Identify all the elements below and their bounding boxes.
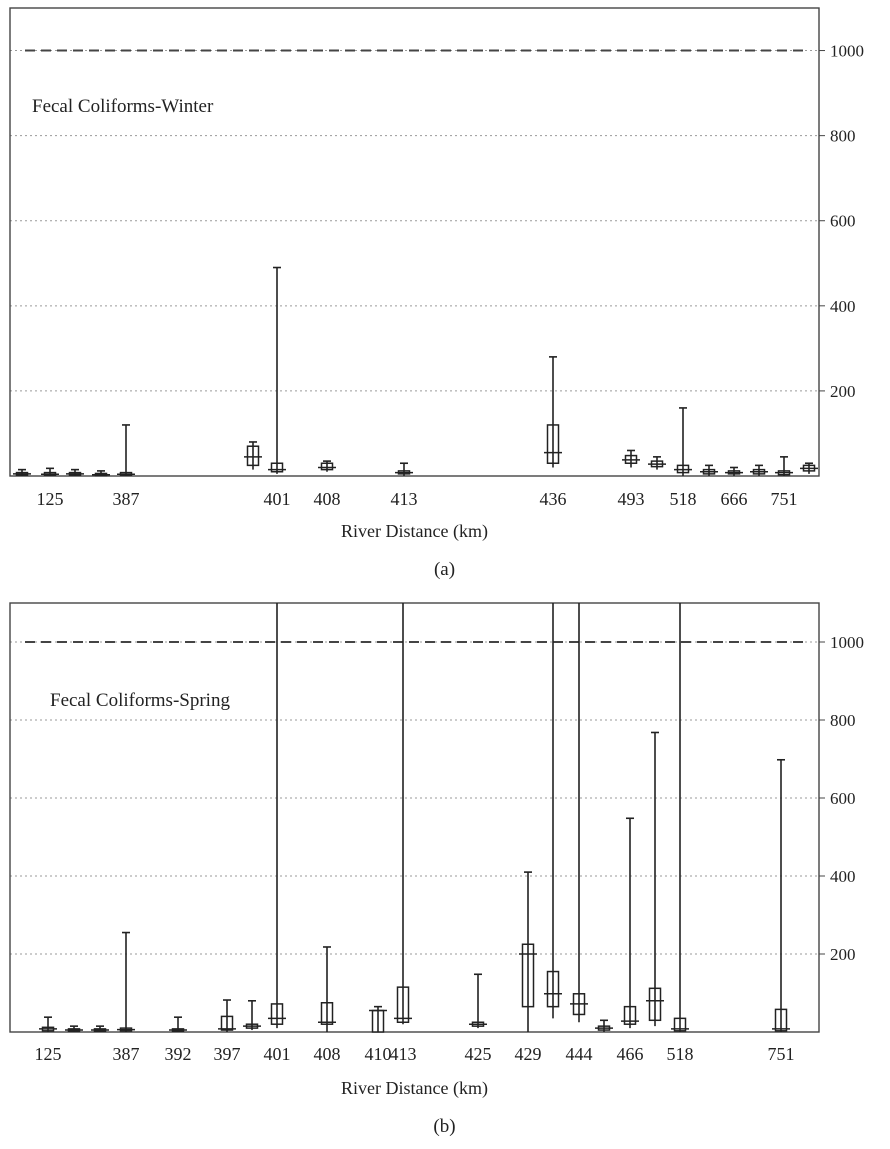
x-tick-label: 751: [768, 1044, 795, 1064]
x-tick-label: 751: [771, 489, 798, 509]
y-tick-label: 600: [830, 212, 856, 231]
box-plot: [91, 1025, 109, 1032]
box-plot: [725, 466, 743, 476]
box-plot: [750, 464, 768, 476]
box-plot: [92, 470, 110, 477]
box-plot: [700, 464, 718, 476]
box-plot: [117, 931, 135, 1032]
x-tick-label: 666: [721, 489, 748, 509]
x-tick-label: 387: [113, 489, 140, 509]
y-tick-label: 600: [830, 789, 856, 808]
x-tick-label: 125: [37, 489, 64, 509]
x-tick-label: 397: [214, 1044, 241, 1064]
box-plot: [469, 973, 487, 1029]
box-plot: [595, 1019, 613, 1032]
y-tick-label: 400: [830, 867, 856, 886]
x-tick-label: 518: [667, 1044, 694, 1064]
box-plot: [65, 1025, 83, 1032]
box-plot: [117, 424, 135, 476]
y-tick-label: 200: [830, 382, 856, 401]
box-plot: [218, 999, 236, 1032]
box-plot: [39, 1016, 57, 1032]
plot-area: [9, 7, 820, 477]
x-tick-label: 410: [365, 1044, 392, 1064]
box-plot: [621, 817, 639, 1029]
x-tick-label: 444: [566, 1044, 593, 1064]
y-tick-label: 400: [830, 297, 856, 316]
box-plot: [394, 603, 412, 1025]
box-plot: [243, 999, 261, 1031]
panel-a: 200 400 600 800 1000 125 387 401 408 413 436 493 518…: [9, 7, 864, 580]
box-plot: [318, 946, 336, 1032]
x-tick-label: 466: [617, 1044, 644, 1064]
box-plot: [646, 731, 664, 1027]
box-plot: [169, 1016, 187, 1032]
panel-label: (a): [434, 559, 455, 580]
x-tick-label: 413: [391, 489, 418, 509]
box-plot: [13, 468, 31, 476]
x-tick-label: 401: [264, 489, 291, 509]
panel-label: (b): [433, 1116, 455, 1137]
box-plot: [674, 407, 692, 476]
box-plot: [268, 266, 286, 474]
box-plot: [648, 456, 666, 470]
x-tick-label: 429: [515, 1044, 542, 1064]
box-plot: [318, 460, 336, 472]
x-tick-label: 125: [35, 1044, 62, 1064]
box-plot: [41, 467, 59, 476]
x-axis-label: River Distance (km): [341, 521, 488, 542]
y-tick-label: 800: [830, 711, 856, 730]
y-tick-label: 1000: [830, 633, 864, 652]
x-axis-label: River Distance (km): [341, 1078, 488, 1099]
box-plot: [772, 758, 790, 1032]
box-plot: [66, 468, 84, 476]
panel-b: 200 400 600 800 1000 125 387 392 397 401 408 410413…: [9, 602, 864, 1137]
x-tick-label: 413: [390, 1044, 417, 1064]
x-tick-label: 387: [113, 1044, 140, 1064]
box-plot: [544, 356, 562, 468]
box-plot: [395, 462, 413, 476]
x-tick-label: 436: [540, 489, 567, 509]
box-plot: [544, 603, 562, 1019]
y-tick-label: 800: [830, 127, 856, 146]
box-plot: [570, 603, 588, 1023]
box-plot: [369, 1005, 387, 1033]
x-tick-label: 401: [264, 1044, 291, 1064]
x-tick-label: 425: [465, 1044, 492, 1064]
chart-annotation: Fecal Coliforms-Winter: [32, 96, 214, 117]
x-tick-label: 493: [618, 489, 645, 509]
y-tick-label: 200: [830, 945, 856, 964]
box-plot: [775, 456, 793, 476]
x-tick-label: 408: [314, 489, 341, 509]
x-tick-label: 518: [670, 489, 697, 509]
box-plot: [268, 603, 286, 1029]
box-plot: [622, 449, 640, 468]
x-tick-label: 392: [165, 1044, 192, 1064]
box-plot: [519, 871, 537, 1032]
box-plot: [671, 603, 689, 1032]
x-tick-label: 408: [314, 1044, 341, 1064]
box-plot: [244, 441, 262, 470]
box-plot: [800, 462, 818, 474]
plot-area: [9, 602, 820, 1033]
chart-annotation: Fecal Coliforms-Spring: [50, 690, 230, 711]
y-tick-label: 1000: [830, 42, 864, 61]
